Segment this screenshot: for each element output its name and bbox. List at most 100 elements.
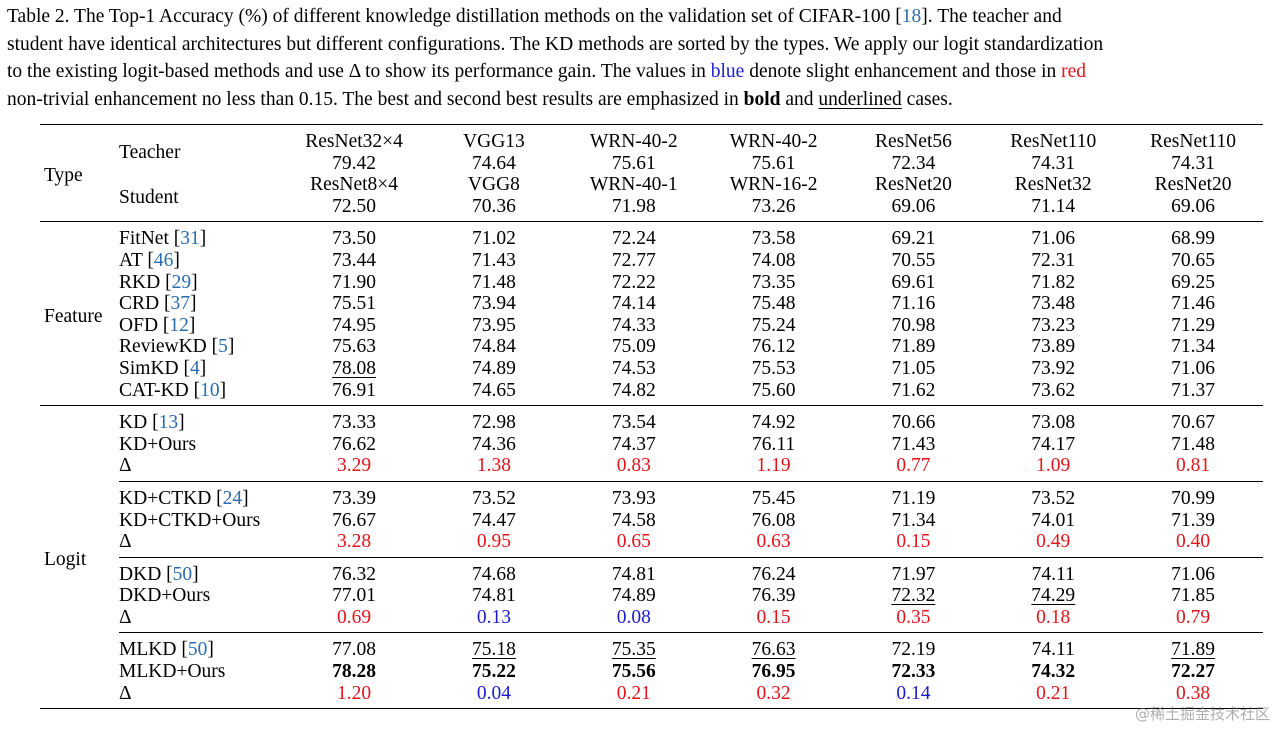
method-name: KD+Ours (119, 433, 197, 455)
delta-value: 0.81 (1176, 455, 1211, 477)
student-acc: 71.98 (611, 195, 656, 217)
accuracy-cell: 74.33 (564, 315, 704, 337)
accuracy-cell: 75.63 (284, 336, 424, 358)
delta-cell: 0.40 (1123, 531, 1263, 557)
accuracy-cell: 70.67 (1123, 406, 1263, 434)
table-row: Logit KD [13] 73.33 72.98 73.54 74.92 70.66 73.… (40, 405, 1263, 710)
accuracy-cell: 78.28 (284, 661, 424, 683)
accuracy-cell: 74.36 (424, 434, 564, 456)
accuracy-value: 77.01 (332, 585, 377, 607)
delta-value: 0.83 (616, 455, 651, 477)
delta-cell: 0.35 (844, 607, 984, 633)
accuracy-cell: 72.22 (564, 272, 704, 294)
watermark: @稀土掘金技术社区 (1134, 705, 1270, 723)
accuracy-value: 73.39 (332, 487, 377, 509)
accuracy-cell: 74.17 (983, 434, 1123, 456)
method-name: CAT-KD (119, 379, 194, 401)
accuracy-cell: 76.95 (704, 661, 844, 683)
accuracy-cell: 73.52 (424, 481, 564, 509)
table-row: KD+Ours 76.62 74.36 74.37 76.11 71.43 74.17 71.… (40, 434, 1263, 456)
accuracy-cell: 77.01 (284, 585, 424, 607)
method-name: Δ (119, 531, 132, 553)
method-cell: MLKD+Ours (119, 661, 284, 683)
accuracy-value: 75.18 (471, 639, 516, 661)
citation-link[interactable]: 24 (222, 487, 243, 509)
accuracy-value: 71.06 (1171, 357, 1216, 379)
accuracy-cell: 72.32 (844, 585, 984, 607)
citation-link[interactable]: 46 (153, 249, 174, 271)
accuracy-value: 71.43 (891, 433, 936, 455)
citation-link[interactable]: 12 (169, 314, 189, 336)
teacher-arch: WRN-40-2 (589, 131, 678, 152)
accuracy-cell: 74.89 (564, 585, 704, 607)
accuracy-value: 74.68 (471, 563, 516, 585)
accuracy-cell: 72.98 (424, 406, 564, 434)
delta-value: 0.77 (896, 455, 931, 477)
accuracy-cell: 74.11 (983, 557, 1123, 585)
delta-cell: 0.69 (284, 607, 424, 633)
accuracy-value: 76.24 (751, 563, 796, 585)
accuracy-value: 71.62 (891, 379, 936, 401)
citation-link[interactable]: 37 (170, 293, 191, 315)
accuracy-value: 73.50 (332, 228, 377, 250)
accuracy-value: 76.62 (332, 433, 377, 455)
method-name: OFD (119, 314, 163, 336)
accuracy-value: 71.06 (1171, 563, 1216, 585)
accuracy-cell: 74.08 (704, 250, 844, 272)
accuracy-value: 73.93 (611, 487, 656, 509)
delta-symbol: Δ (119, 607, 284, 633)
accuracy-cell: 73.58 (704, 222, 844, 250)
accuracy-cell: 78.08 (284, 358, 424, 380)
accuracy-cell: 76.32 (284, 557, 424, 585)
accuracy-value: 73.52 (1031, 487, 1076, 509)
accuracy-value: 71.89 (891, 336, 936, 358)
delta-cell: 0.83 (564, 455, 704, 481)
delta-row: Δ 0.69 0.13 0.08 0.15 0.35 0.18 0.79 (40, 607, 1263, 633)
accuracy-cell: 74.11 (983, 633, 1123, 661)
accuracy-value: 71.16 (891, 293, 936, 315)
accuracy-value: 74.33 (611, 314, 656, 336)
accuracy-cell: 76.63 (704, 633, 844, 661)
accuracy-value: 74.37 (611, 433, 656, 455)
accuracy-value: 76.63 (751, 639, 796, 661)
accuracy-value: 72.98 (471, 412, 516, 434)
accuracy-value: 77.08 (332, 639, 377, 661)
delta-value: 0.63 (756, 531, 791, 553)
citation-link[interactable]: 50 (172, 563, 193, 585)
accuracy-value: 73.62 (1031, 379, 1076, 401)
accuracy-value: 70.99 (1171, 487, 1216, 509)
delta-symbol: Δ (119, 455, 284, 481)
citation-link[interactable]: 29 (171, 271, 192, 293)
accuracy-value: 70.67 (1171, 412, 1216, 434)
table-row: MLKD+Ours 78.28 75.22 75.56 76.95 72.33 74.32 7… (40, 661, 1263, 683)
accuracy-value: 72.24 (611, 228, 656, 250)
accuracy-value: 74.14 (611, 293, 656, 315)
accuracy-cell: 73.50 (284, 222, 424, 250)
accuracy-cell: 74.95 (284, 315, 424, 337)
method-name: ReviewKD (119, 336, 212, 358)
citation-link[interactable]: 31 (180, 228, 200, 250)
accuracy-cell: 71.43 (424, 250, 564, 272)
student-arch: ResNet32 (1014, 174, 1092, 196)
citation-link[interactable]: 50 (187, 639, 208, 661)
method-name: DKD (119, 563, 167, 585)
accuracy-value: 71.97 (891, 563, 936, 585)
citation-link[interactable]: 4 (190, 357, 200, 379)
citation-link[interactable]: 18 (901, 6, 922, 27)
delta-value: 0.95 (476, 531, 511, 553)
accuracy-cell: 73.89 (983, 336, 1123, 358)
accuracy-value: 72.32 (891, 585, 936, 607)
citation-link[interactable]: 10 (200, 379, 220, 401)
citation-link[interactable]: 5 (218, 336, 228, 358)
accuracy-cell: 72.27 (1123, 661, 1263, 683)
accuracy-cell: 74.32 (983, 661, 1123, 683)
accuracy-value: 74.65 (471, 379, 516, 401)
accuracy-cell: 72.19 (844, 633, 984, 661)
accuracy-cell: 75.22 (424, 661, 564, 683)
accuracy-cell: 74.81 (424, 585, 564, 607)
citation-link[interactable]: 13 (158, 412, 179, 434)
caption-bold-word: bold (743, 88, 781, 110)
accuracy-value: 74.53 (611, 357, 656, 379)
student-arch: VGG8 (467, 174, 520, 196)
accuracy-value: 70.65 (1171, 249, 1216, 271)
